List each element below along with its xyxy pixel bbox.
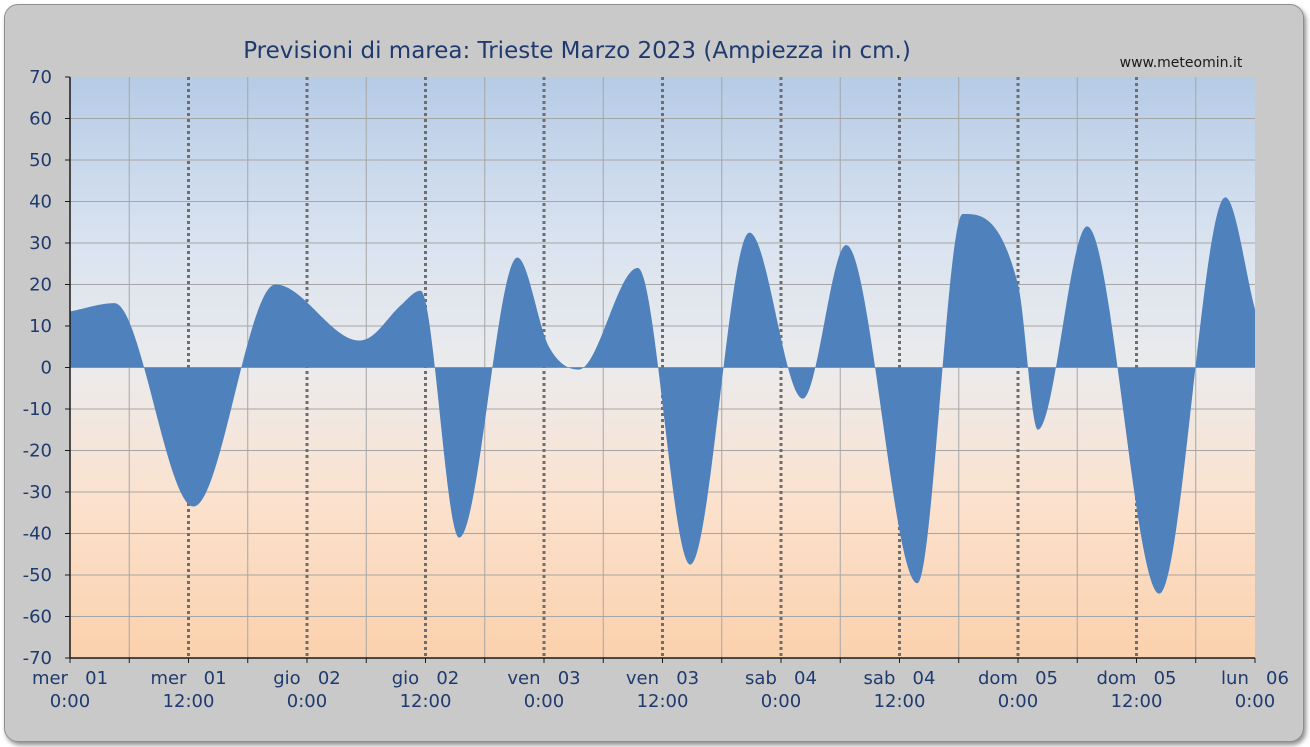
y-tick-labels: 70 60 50 40 30 20 10 0 -10 -20 -30 -40 -50 -60 -70 [23, 67, 52, 669]
y-tick-label: -60 [23, 607, 52, 628]
x-tick-time-label: 12:00 [874, 691, 926, 712]
y-tick-label: 30 [29, 233, 52, 254]
x-tick-time-label: 0:00 [998, 691, 1038, 712]
x-tick-time-label: 0:00 [1235, 691, 1275, 712]
y-tick-label: 20 [29, 275, 52, 296]
chart-title: Previsioni di marea: Trieste Marzo 2023 … [243, 38, 911, 64]
x-tick-day-label: dom 05 [978, 668, 1058, 689]
y-tick-label: -50 [23, 565, 52, 586]
x-tick-day-label: gio 02 [392, 668, 460, 689]
x-tick-time-label: 12:00 [1111, 691, 1163, 712]
site-credit: www.meteomin.it [1120, 55, 1243, 71]
x-tick-time-label: 0:00 [287, 691, 327, 712]
y-tick-label: 0 [41, 358, 52, 379]
x-tick-time-label: 0:00 [761, 691, 801, 712]
x-tick-day-label: lun 06 [1221, 668, 1289, 689]
y-tick-label: 60 [29, 109, 52, 130]
x-tick-time-label: 12:00 [637, 691, 689, 712]
x-tick-day-label: sab 04 [745, 668, 817, 689]
y-tick-label: -40 [23, 524, 52, 545]
x-tick-day-label: ven 03 [507, 668, 580, 689]
y-tick-label: 40 [29, 192, 52, 213]
tide-series-area [70, 197, 1255, 594]
x-tick-day-label: gio 02 [273, 668, 341, 689]
y-tick-label: -30 [23, 482, 52, 503]
x-tick-time-label: 0:00 [50, 691, 90, 712]
x-tick-day-label: ven 03 [626, 668, 699, 689]
y-tick-label: 70 [29, 67, 52, 88]
axes [65, 76, 1256, 663]
y-tick-label: -10 [23, 399, 52, 420]
y-tick-label: 50 [29, 150, 52, 171]
x-tick-time-label: 0:00 [524, 691, 564, 712]
x-tick-day-label: mer 01 [32, 668, 108, 689]
y-tick-label: -70 [23, 648, 52, 669]
x-tick-time-label: 12:00 [163, 691, 215, 712]
x-tick-day-label: dom 05 [1096, 668, 1176, 689]
x-tick-day-label: sab 04 [864, 668, 936, 689]
x-tick-day-label: mer 01 [150, 668, 226, 689]
x-tick-time-label: 12:00 [400, 691, 452, 712]
y-tick-label: -20 [23, 441, 52, 462]
y-tick-label: 10 [29, 316, 52, 337]
